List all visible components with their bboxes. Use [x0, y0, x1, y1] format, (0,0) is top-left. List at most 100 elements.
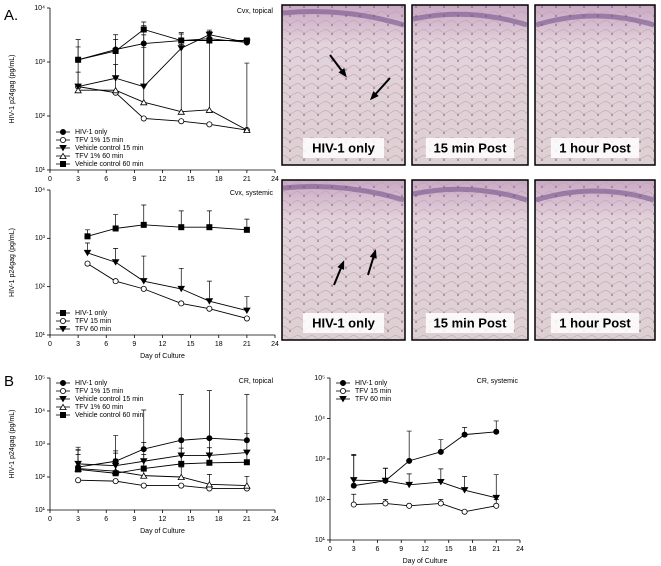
marker [60, 411, 67, 418]
marker [382, 500, 389, 507]
y-tick-label: 10⁵ [314, 375, 325, 382]
marker [339, 387, 346, 394]
error-bar [141, 255, 147, 282]
panel-label: A. [4, 7, 18, 24]
marker [460, 487, 469, 494]
marker [112, 478, 119, 485]
error-bar [206, 390, 212, 439]
x-tick-label: 21 [492, 546, 500, 553]
y-tick-label: 10⁴ [34, 187, 45, 194]
x-tick-label: 6 [104, 516, 108, 523]
x-tick-label: 3 [76, 341, 80, 348]
marker [60, 309, 67, 316]
error-bar [244, 62, 250, 131]
marker [140, 465, 147, 472]
x-tick-label: 6 [376, 546, 380, 553]
marker [178, 460, 185, 467]
x-tick-label: 12 [159, 176, 167, 183]
error-bar [75, 449, 81, 470]
marker [84, 233, 91, 240]
marker [243, 482, 251, 489]
marker [350, 482, 357, 489]
label-box [425, 313, 515, 333]
epithelium [535, 13, 655, 28]
error-bar [113, 47, 119, 91]
series-line [78, 468, 247, 487]
series-line [87, 252, 247, 312]
marker [406, 502, 413, 509]
y-tick-label: 10¹ [35, 332, 46, 339]
legend-label: TFV 15 min [355, 388, 391, 395]
error-bar [244, 433, 250, 453]
y-tick-label: 10⁴ [34, 5, 45, 12]
series-line [353, 479, 497, 499]
x-tick-label: 18 [215, 176, 223, 183]
y-tick-label: 10³ [35, 441, 46, 448]
x-tick-label: 6 [104, 341, 108, 348]
epithelium [282, 184, 405, 203]
x-tick-label: 24 [516, 546, 524, 553]
error-bar [493, 474, 499, 498]
x-tick-label: 12 [159, 341, 167, 348]
error-bar [178, 267, 184, 289]
epithelium [412, 186, 528, 203]
chart: 10¹ 10² 10³ 10⁴ 10⁵ 0 3 6 9 12 15 18 21 24 Day of Cult… [9, 375, 279, 535]
legend-label: TFV 60 min [355, 396, 391, 403]
micrograph-label: HIV-1 only [312, 315, 376, 330]
x-tick-label: 9 [132, 341, 136, 348]
tissue-texture [413, 181, 527, 339]
marker [112, 470, 119, 477]
legend-label: HIV-1 only [75, 129, 108, 136]
x-tick-label: 15 [445, 546, 453, 553]
series-line [78, 479, 247, 489]
y-tick-label: 10² [35, 284, 46, 291]
marker [83, 249, 92, 257]
error-bar [178, 394, 184, 441]
y-tick-label: 10¹ [35, 507, 46, 514]
micrograph-label: 15 min Post [434, 315, 508, 330]
y-tick-label: 10³ [35, 235, 46, 242]
marker [206, 121, 213, 128]
x-axis-label: Day of Culture [140, 528, 185, 535]
series-line [78, 34, 247, 88]
marker [59, 396, 67, 403]
legend-label: TFV 1% 15 min [75, 388, 123, 395]
marker [437, 448, 444, 455]
arrow-head [369, 249, 377, 259]
y-axis-label: HIV-1 p24gag (pg/mL) [9, 228, 16, 297]
marker [139, 472, 148, 479]
marker [178, 482, 185, 489]
marker [59, 145, 67, 152]
marker [177, 108, 186, 115]
arrow-head [338, 68, 347, 78]
marker [205, 480, 214, 488]
arrow-head [369, 91, 379, 101]
x-tick-label: 18 [215, 516, 223, 523]
y-tick-label: 10² [35, 474, 46, 481]
micrograph-label: 15 min Post [434, 140, 508, 155]
x-tick-label: 24 [271, 341, 279, 348]
tissue-texture [283, 181, 404, 339]
y-tick-label: 10² [315, 496, 326, 503]
arrow-head [337, 260, 345, 270]
series-line [353, 431, 497, 487]
series-line [78, 89, 248, 131]
marker [339, 396, 347, 403]
marker [60, 379, 67, 386]
x-tick-label: 18 [215, 341, 223, 348]
error-bar [206, 280, 212, 302]
marker [59, 326, 67, 333]
marker [177, 473, 186, 480]
chart-title: Cvx, topical [237, 8, 274, 15]
marker [59, 403, 67, 410]
marker [140, 221, 147, 228]
marker [243, 126, 251, 134]
micrograph-label: 1 hour Post [559, 140, 631, 155]
legend-label: TFV 60 min [75, 326, 111, 333]
x-tick-label: 0 [48, 516, 52, 523]
x-tick-label: 15 [187, 176, 195, 183]
x-axis-label: Day of Culture [403, 558, 448, 565]
tissue-texture [536, 6, 654, 164]
y-axis-label: HIV-1 p24gag (pg/mL) [9, 410, 16, 479]
x-tick-label: 3 [352, 546, 356, 553]
